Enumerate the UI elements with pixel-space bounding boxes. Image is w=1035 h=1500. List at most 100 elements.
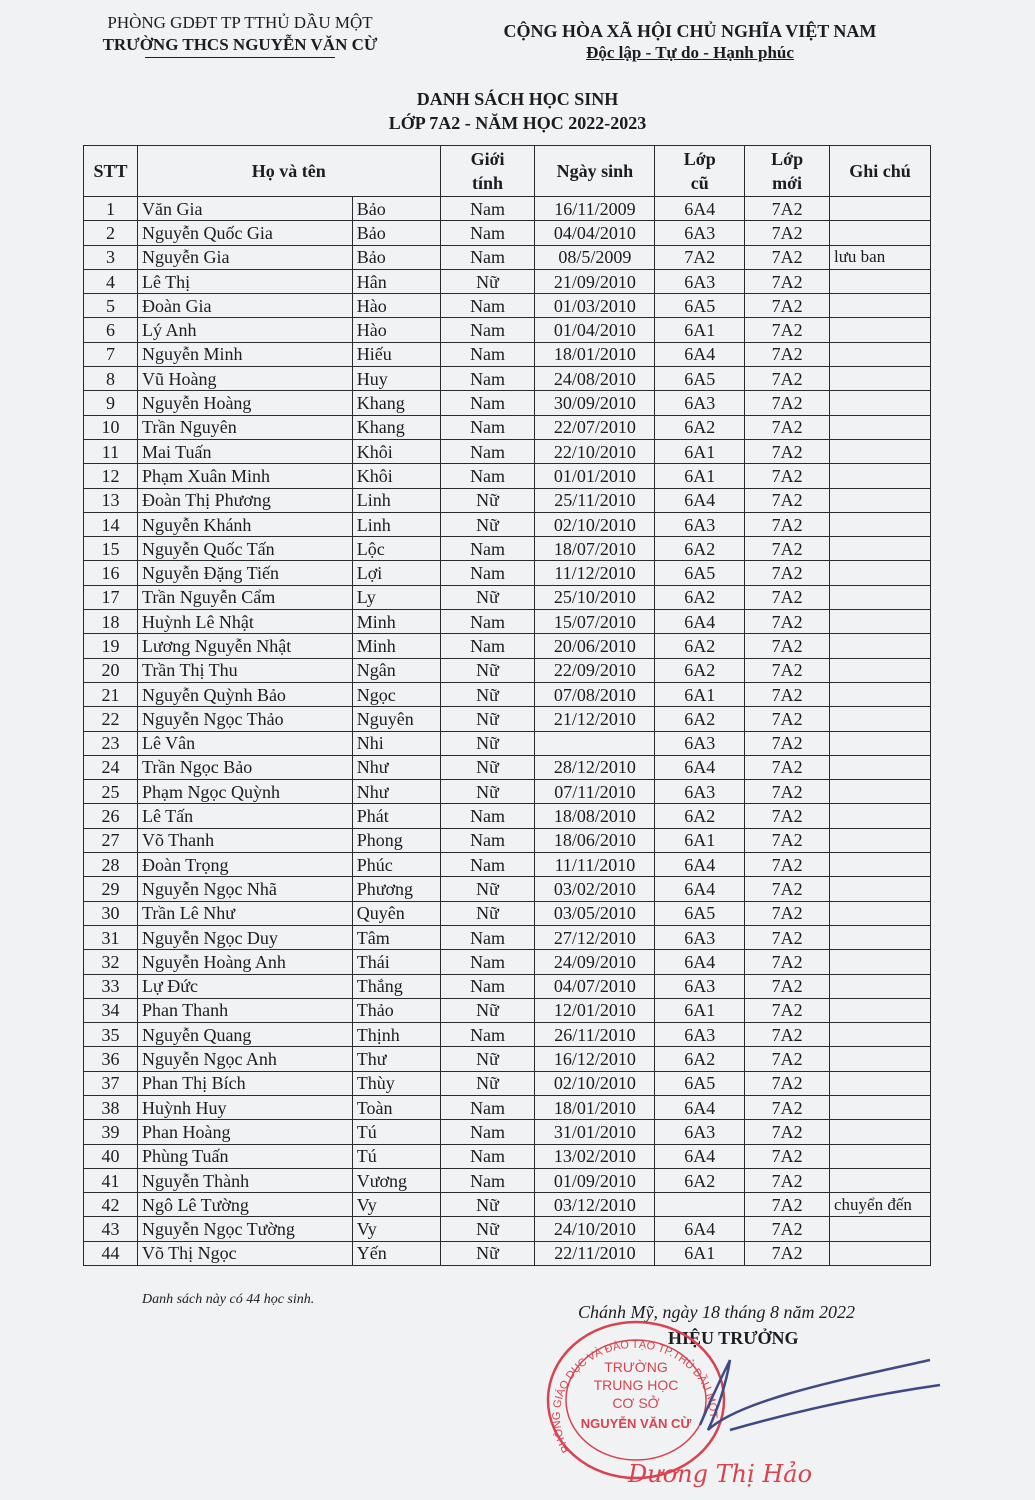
cell-old-class: 6A3	[654, 924, 746, 951]
cell-first-name: Thùy	[351, 1070, 441, 1096]
cell-dob: 12/01/2010	[534, 997, 656, 1024]
cell-note	[829, 997, 931, 1024]
cell-stt: 1	[83, 195, 138, 222]
cell-last-name: Trần Thị Thu	[136, 657, 353, 683]
cell-old-class: 6A2	[654, 657, 746, 683]
cell-gender: Nam	[439, 366, 536, 392]
svg-text:TRUNG HỌC: TRUNG HỌC	[594, 1377, 679, 1393]
cell-first-name: Vương	[351, 1167, 441, 1194]
cell-dob: 21/12/2010	[534, 706, 656, 732]
cell-gender: Nam	[439, 949, 536, 975]
cell-note	[829, 852, 931, 878]
official-stamp: PHÒNG GIÁO DỤC VÀ ĐÀO TẠO TP.THỦ DẦU MỘT…	[546, 1320, 726, 1480]
table-row: 34 Phan Thanh Thảo Nữ 12/01/2010 6A1 7A2	[83, 997, 931, 1024]
svg-text:CƠ SỞ: CƠ SỞ	[612, 1394, 659, 1411]
cell-note	[829, 341, 931, 368]
cell-new-class: 7A2	[744, 973, 830, 999]
count-note: Danh sách này có 44 học sinh.	[142, 1292, 315, 1307]
cell-last-name: Phan Hoàng	[136, 1119, 353, 1145]
cell-last-name: Nguyễn Hoàng Anh	[136, 949, 353, 975]
cell-gender: Nữ	[439, 681, 536, 708]
cell-new-class: 7A2	[744, 1094, 830, 1121]
motto: Độc lập - Tự do - Hạnh phúc	[586, 43, 794, 62]
table-row: 24 Trần Ngọc Bảo Như Nữ 28/12/2010 6A4 7A2	[83, 754, 931, 781]
cell-stt: 43	[83, 1216, 138, 1242]
cell-gender: Nữ	[439, 706, 536, 732]
cell-last-name: Nguyễn Quốc Gia	[136, 220, 353, 246]
cell-last-name: Nguyễn Ngọc Thảo	[136, 706, 353, 732]
cell-dob: 04/07/2010	[534, 973, 656, 999]
signer-name: Dương Thị Hảo	[627, 1460, 812, 1488]
cell-dob: 18/01/2010	[534, 341, 656, 368]
cell-gender: Nam	[439, 827, 536, 854]
cell-note	[829, 706, 931, 732]
cell-gender: Nam	[439, 317, 536, 343]
cell-note	[829, 560, 931, 586]
place-date: Chánh Mỹ, ngày 18 tháng 8 năm 2022	[578, 1302, 855, 1322]
cell-old-class: 6A3	[654, 390, 746, 416]
cell-last-name: Đoàn Trọng	[136, 852, 353, 878]
cell-old-class: 6A4	[654, 949, 746, 975]
cell-note	[829, 754, 931, 781]
cell-note	[829, 949, 931, 975]
table-row: 23 Lê Vân Nhi Nữ 6A3 7A2	[83, 730, 931, 756]
cell-old-class: 6A2	[654, 706, 746, 732]
cell-dob: 03/12/2010	[534, 1192, 656, 1218]
cell-stt: 8	[83, 366, 138, 392]
cell-stt: 7	[83, 341, 138, 368]
cell-new-class: 7A2	[744, 779, 830, 805]
cell-note	[829, 414, 931, 440]
cell-stt: 20	[83, 657, 138, 683]
cell-last-name: Lự Đức	[136, 973, 353, 999]
table-row: 1 Văn Gia Bảo Nam 16/11/2009 6A4 7A2	[83, 195, 931, 222]
cell-old-class: 6A3	[654, 511, 746, 538]
cell-gender: Nữ	[439, 1216, 536, 1242]
cell-first-name: Ly	[351, 584, 441, 611]
cell-new-class: 7A2	[744, 900, 830, 926]
cell-note	[829, 1119, 931, 1145]
cell-last-name: Nguyễn Quốc Tấn	[136, 536, 353, 562]
cell-last-name: Nguyễn Quỳnh Bảo	[136, 681, 353, 708]
cell-first-name: Hào	[351, 293, 441, 319]
cell-last-name: Đoàn Thị Phương	[136, 487, 353, 513]
col-gender: Giới tính	[439, 145, 536, 197]
cell-first-name: Bảo	[351, 220, 441, 246]
cell-gender: Nam	[439, 560, 536, 586]
cell-first-name: Phong	[351, 827, 441, 854]
cell-note	[829, 1240, 931, 1267]
cell-dob: 25/10/2010	[534, 584, 656, 611]
table-row: 9 Nguyễn Hoàng Khang Nam 30/09/2010 6A3 7A2	[83, 390, 931, 416]
cell-old-class: 6A1	[654, 827, 746, 854]
cell-note	[829, 390, 931, 416]
cell-gender: Nam	[439, 438, 536, 465]
cell-new-class: 7A2	[744, 536, 830, 562]
cell-gender: Nữ	[439, 1046, 536, 1072]
cell-old-class: 6A4	[654, 195, 746, 222]
cell-dob: 26/11/2010	[534, 1022, 656, 1048]
cell-stt: 13	[83, 487, 138, 513]
svg-text:TRƯỜNG: TRƯỜNG	[604, 1359, 668, 1375]
cell-new-class: 7A2	[744, 584, 830, 611]
cell-note	[829, 536, 931, 562]
cell-old-class: 6A1	[654, 438, 746, 465]
nation-title: CỘNG HÒA XÃ HỘI CHỦ NGHĨA VIỆT NAM	[503, 21, 877, 41]
table-row: 39 Phan Hoàng Tú Nam 31/01/2010 6A3 7A2	[83, 1119, 931, 1145]
cell-new-class: 7A2	[744, 754, 830, 781]
table-row: 5 Đoàn Gia Hào Nam 01/03/2010 6A5 7A2	[83, 293, 931, 319]
cell-new-class: 7A2	[744, 366, 830, 392]
cell-dob: 11/11/2010	[534, 852, 656, 878]
cell-dob: 04/04/2010	[534, 220, 656, 246]
table-row: 25 Phạm Ngọc Quỳnh Như Nữ 07/11/2010 6A3 7A2	[83, 779, 931, 805]
cell-new-class: 7A2	[744, 1167, 830, 1194]
table-row: 36 Nguyễn Ngọc Anh Thư Nữ 16/12/2010 6A2 7A2	[83, 1046, 931, 1072]
table-row: 33 Lự Đức Thắng Nam 04/07/2010 6A3 7A2	[83, 973, 931, 999]
cell-first-name: Nhi	[351, 730, 441, 756]
cell-stt: 36	[83, 1046, 138, 1072]
cell-new-class: 7A2	[744, 487, 830, 513]
cell-new-class: 7A2	[744, 876, 830, 902]
cell-dob: 02/10/2010	[534, 1070, 656, 1096]
table-row: 28 Đoàn Trọng Phúc Nam 11/11/2010 6A4 7A2	[83, 852, 931, 878]
cell-dob: 16/11/2009	[534, 195, 656, 222]
cell-first-name: Vy	[351, 1216, 441, 1242]
cell-last-name: Phạm Xuân Minh	[136, 463, 353, 489]
